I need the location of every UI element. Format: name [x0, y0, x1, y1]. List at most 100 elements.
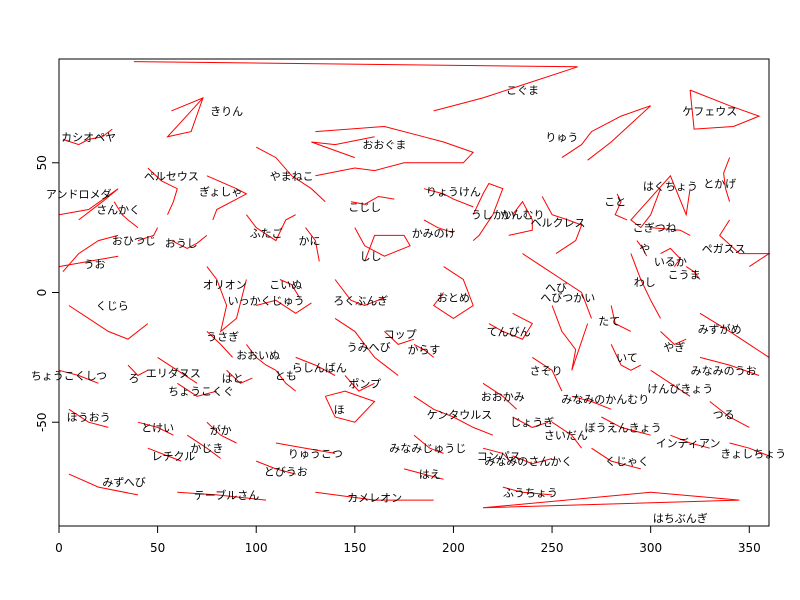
- constellation-line: [541, 196, 583, 255]
- constellation-label: おおぐま: [362, 139, 406, 152]
- constellation-line: [311, 136, 375, 159]
- constellation-label: こうま: [668, 268, 701, 281]
- constellation-label: おうし: [165, 237, 198, 250]
- constellation-line: [256, 460, 296, 475]
- constellation-label: コンパス: [477, 450, 521, 463]
- constellation-line: [334, 317, 399, 376]
- constellation-label: くじゃく: [605, 455, 649, 468]
- x-tick-label: 350: [738, 541, 761, 555]
- constellation-line: [127, 364, 149, 377]
- constellation-label: とかげ: [703, 178, 736, 191]
- constellation-label: はと: [222, 372, 244, 385]
- constellation-label: とも: [275, 370, 297, 383]
- constellation-line: [551, 305, 589, 371]
- constellation-line: [334, 279, 385, 307]
- constellation-label: うしかい: [471, 209, 515, 222]
- constellation-line: [354, 227, 411, 262]
- constellation-line: [610, 344, 642, 371]
- constellation-line: [502, 486, 553, 496]
- constellation-line: [482, 382, 517, 410]
- constellation-line: [423, 188, 474, 208]
- x-axis: 0 50 100 150 200 250 300 350: [55, 525, 761, 555]
- constellation-line: [255, 146, 326, 203]
- constellation-line: [670, 434, 710, 449]
- constellation-label: ペガスス: [702, 242, 746, 255]
- constellation-line: [62, 128, 113, 146]
- constellation-label: ほうおう: [67, 411, 111, 424]
- constellation-label: へび: [545, 281, 567, 294]
- constellation-label: ヘルクレス: [531, 216, 586, 229]
- constellation-label: やぎ: [663, 340, 685, 354]
- constellation-line: [614, 193, 628, 221]
- constellation-label: けんびきょう: [647, 383, 713, 396]
- constellation-label: みなみのかんむり: [561, 393, 649, 406]
- constellation-label: かに: [299, 235, 321, 248]
- constellation-label: はえ: [419, 468, 441, 481]
- constellation-line: [723, 157, 731, 202]
- constellation-line: [551, 421, 582, 449]
- constellation-label: いるか: [654, 255, 687, 268]
- constellation-label: オリオン: [203, 279, 247, 292]
- constellation-label: いて: [616, 351, 638, 364]
- x-tick-label: 0: [55, 541, 63, 555]
- constellation-label: さんかく: [96, 204, 140, 217]
- constellation-line: [58, 369, 99, 384]
- x-tick-label: 50: [150, 541, 165, 555]
- constellation-line: [315, 491, 434, 501]
- constellation-label: かみのけ: [412, 227, 456, 240]
- constellation-line: [610, 305, 632, 332]
- constellation-label: アンドロメダ: [46, 187, 112, 201]
- constellation-line: [532, 356, 563, 392]
- constellation-line: [315, 125, 475, 177]
- constellation-label: きょしちょう: [720, 447, 786, 460]
- constellation-label: ケンタウルス: [427, 408, 493, 421]
- constellation-label: とけい: [141, 421, 174, 434]
- constellation-line: [68, 473, 138, 496]
- constellation-line: [729, 442, 770, 457]
- constellation-label: カシオペヤ: [61, 131, 116, 144]
- constellation-line: [147, 447, 182, 462]
- constellation-line: [226, 369, 253, 384]
- constellation-label: レチクル: [152, 450, 196, 463]
- constellation-line: [636, 240, 648, 257]
- constellation-line: [137, 227, 159, 242]
- constellation-line: [660, 331, 687, 345]
- constellation-label: コップ: [384, 328, 417, 341]
- constellation-line: [522, 253, 592, 319]
- constellation-line: [68, 408, 109, 428]
- constellation-line: [177, 382, 217, 397]
- constellation-line: [630, 174, 691, 229]
- constellation-label: いっかくじゅう: [228, 294, 305, 307]
- constellation-line: [650, 227, 691, 236]
- constellation-label: かじき: [190, 442, 223, 455]
- constellation-label: しし: [360, 250, 382, 263]
- constellation-label: こと: [604, 196, 626, 209]
- constellation-line: [709, 401, 750, 428]
- constellation-line: [171, 235, 208, 249]
- constellation-line: [177, 491, 267, 501]
- constellation-label: とびうお: [264, 466, 308, 479]
- constellation-line: [432, 266, 474, 319]
- constellation-label: くじら: [96, 300, 129, 313]
- constellation-label: からす: [408, 344, 441, 357]
- constellation-label: はちぶんぎ: [653, 511, 708, 525]
- constellation-line: [166, 97, 204, 138]
- constellation-line: [206, 421, 237, 444]
- constellation-label: りゅう: [545, 131, 578, 144]
- constellation-label: ぎょしゃ: [199, 184, 242, 198]
- y-tick-label: 0: [35, 289, 49, 297]
- constellation-label: こぎつね: [633, 221, 677, 235]
- constellation-line: [512, 416, 549, 428]
- constellation-label: ちょうこくしつ: [31, 370, 107, 383]
- constellation-label: つる: [713, 408, 735, 421]
- constellation-line: [350, 195, 395, 205]
- constellation-line: [571, 395, 612, 410]
- constellation-label: りょうけん: [426, 185, 481, 198]
- constellation-label: へびつかい: [540, 292, 595, 305]
- constellation-label: てんびん: [487, 325, 531, 338]
- constellation-label: じょうぎ: [510, 415, 554, 429]
- constellation-line: [256, 299, 312, 314]
- constellation-line: [384, 331, 415, 345]
- constellation-label: りゅうこつ: [288, 447, 343, 460]
- constellation-label: さいだん: [544, 429, 588, 442]
